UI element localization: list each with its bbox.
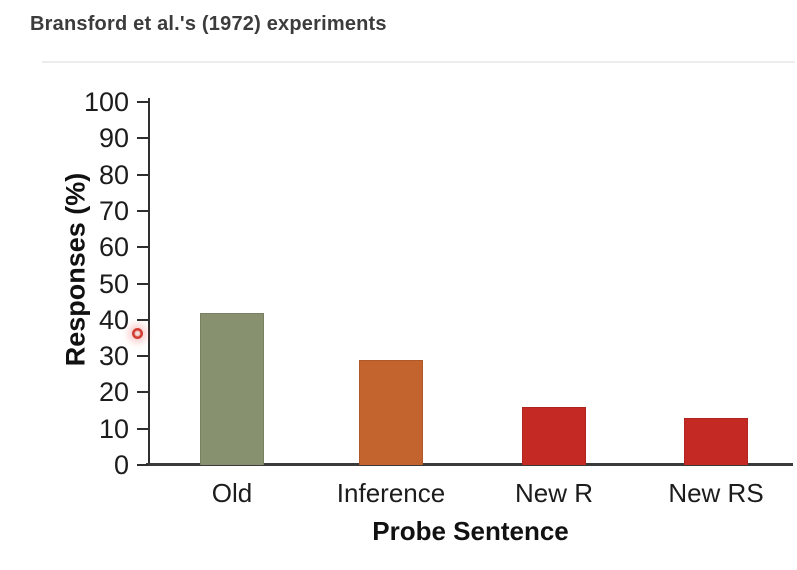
y-tick-label-80: 80 bbox=[98, 159, 129, 190]
y-tick-label-20: 20 bbox=[98, 377, 129, 408]
y-tick-mark-0 bbox=[137, 464, 148, 466]
chart-title: Bransford et al.'s (1972) experiments bbox=[30, 13, 387, 35]
title-divider-line bbox=[42, 61, 795, 63]
bar-inference bbox=[359, 359, 423, 465]
y-tick-label-60: 60 bbox=[98, 232, 129, 263]
x-tick-label-new-r: New R bbox=[514, 478, 593, 508]
laser-pointer-dot bbox=[132, 328, 143, 339]
x-tick-label-old: Old bbox=[211, 478, 253, 508]
x-tick-label-new-rs: New RS bbox=[668, 478, 764, 508]
y-tick-mark-70 bbox=[137, 209, 148, 212]
y-tick-label-90: 90 bbox=[98, 123, 129, 154]
x-tick-label-inference: Inference bbox=[336, 478, 446, 508]
y-tick-mark-60 bbox=[137, 246, 148, 249]
y-tick-label-50: 50 bbox=[98, 268, 129, 299]
y-tick-mark-10 bbox=[137, 427, 148, 430]
y-tick-mark-40 bbox=[137, 318, 148, 321]
y-tick-mark-20 bbox=[137, 391, 148, 394]
y-tick-mark-90 bbox=[137, 137, 148, 140]
bar-new-r bbox=[522, 406, 586, 465]
x-axis-line bbox=[146, 463, 793, 466]
y-tick-label-100: 100 bbox=[83, 87, 129, 117]
y-tick-mark-50 bbox=[137, 282, 148, 285]
y-tick-label-30: 30 bbox=[98, 341, 129, 372]
y-tick-mark-30 bbox=[137, 355, 148, 358]
y-tick-label-0: 0 bbox=[113, 450, 129, 480]
y-tick-mark-80 bbox=[137, 173, 148, 176]
y-tick-label-70: 70 bbox=[98, 195, 129, 226]
y-tick-label-10: 10 bbox=[98, 413, 129, 444]
y-axis-line bbox=[148, 98, 150, 466]
y-tick-label-40: 40 bbox=[98, 304, 129, 335]
y-tick-mark-100 bbox=[137, 101, 148, 103]
bar-new-rs bbox=[684, 417, 748, 465]
x-axis-title: Probe Sentence bbox=[372, 516, 569, 546]
bar-old bbox=[200, 312, 264, 465]
